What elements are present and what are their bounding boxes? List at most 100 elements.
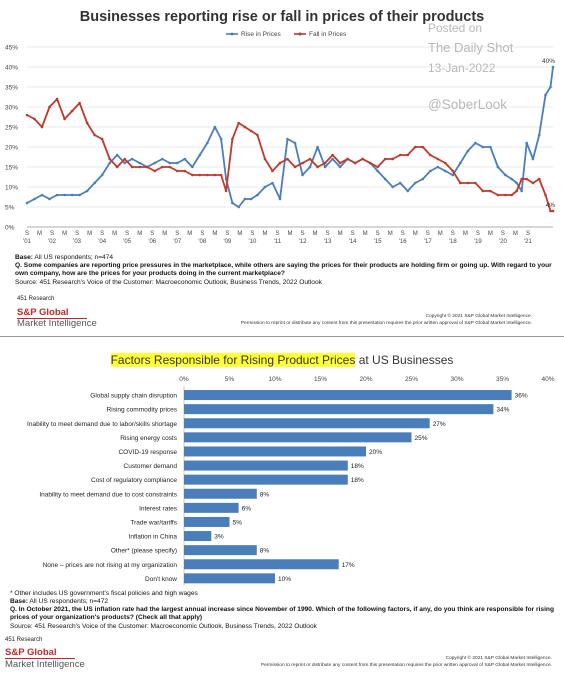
data-point bbox=[224, 189, 228, 193]
data-point bbox=[175, 169, 179, 173]
data-point bbox=[406, 189, 410, 193]
bottom-question-note: Q. In October 2021, the US inflation rat… bbox=[10, 606, 555, 622]
bar bbox=[184, 545, 257, 556]
data-point bbox=[115, 165, 119, 169]
data-point bbox=[391, 185, 394, 189]
category-label: Customer demand bbox=[124, 463, 178, 470]
x-tick-season: S bbox=[451, 231, 455, 237]
x-tick-year: '07 bbox=[173, 239, 181, 245]
data-point bbox=[443, 169, 447, 173]
bottom-brand-market-intelligence: Market Intelligence bbox=[5, 659, 85, 670]
x-tick-season: S bbox=[100, 231, 104, 237]
watermark-handle: @SoberLook bbox=[428, 97, 508, 113]
category-label: Inability to meet demand due to labor/sk… bbox=[27, 421, 177, 428]
data-point bbox=[361, 157, 364, 161]
data-point bbox=[206, 141, 209, 145]
x-tick-year: '01 bbox=[23, 239, 31, 245]
watermark-site: The Daily Shot bbox=[428, 40, 514, 56]
data-point bbox=[213, 125, 217, 129]
top-copyright-line2: Permission to reprint or distribute any … bbox=[240, 321, 532, 327]
line-chart: 0% 5% 10% 15% 20% 25% 30% 35% 40% 45% S '01 M S '02 M S '… bbox=[5, 31, 555, 245]
x-tick-season: S bbox=[376, 231, 380, 237]
x-tick-season: S bbox=[150, 231, 154, 237]
data-point bbox=[510, 193, 513, 197]
bar-value-label: 10% bbox=[278, 576, 291, 583]
data-point bbox=[383, 177, 387, 181]
data-point bbox=[206, 173, 209, 177]
data-point bbox=[293, 141, 297, 145]
y-tick-label: 0% bbox=[5, 225, 15, 232]
category-label: Global supply chain disruption bbox=[90, 393, 177, 400]
bar bbox=[184, 446, 366, 457]
y-tick-label: 40% bbox=[5, 65, 18, 72]
data-point bbox=[168, 165, 172, 169]
category-label: None – prices are not rising at my organ… bbox=[43, 562, 178, 569]
bar bbox=[184, 474, 348, 485]
data-point bbox=[243, 197, 247, 201]
data-point bbox=[504, 193, 507, 197]
data-point bbox=[40, 125, 44, 129]
data-point bbox=[466, 181, 470, 185]
bar-chart-title: Factors Responsible for Rising Product P… bbox=[0, 353, 564, 367]
x-tick-year: '03 bbox=[73, 239, 81, 245]
data-point bbox=[510, 177, 513, 181]
x-tick-season: S bbox=[50, 231, 54, 237]
watermark: Posted on The Daily Shot 13-Jan-2022 @So… bbox=[428, 19, 513, 116]
data-point bbox=[33, 197, 36, 201]
data-point bbox=[198, 153, 202, 157]
data-point bbox=[544, 93, 547, 97]
data-point bbox=[115, 153, 119, 157]
data-point bbox=[168, 161, 172, 165]
data-point bbox=[256, 193, 259, 197]
data-point bbox=[231, 137, 234, 141]
data-point bbox=[406, 153, 410, 157]
category-label: COVID-19 response bbox=[118, 449, 177, 456]
data-point bbox=[160, 165, 164, 169]
x-tick-month: M bbox=[313, 231, 318, 237]
data-point bbox=[198, 173, 202, 177]
x-tick-label: 25% bbox=[405, 376, 418, 383]
x-tick-season: S bbox=[301, 231, 305, 237]
bottom-question-label: Q. bbox=[10, 606, 17, 613]
x-tick-season: S bbox=[25, 231, 29, 237]
data-point bbox=[33, 117, 36, 121]
bottom-brand-sp-global: S&P Global bbox=[5, 647, 57, 658]
data-point bbox=[537, 133, 541, 137]
x-tick-month: M bbox=[237, 231, 242, 237]
data-point bbox=[153, 169, 157, 173]
x-tick-year: '12 bbox=[299, 239, 307, 245]
x-tick-year: '02 bbox=[48, 239, 56, 245]
data-point bbox=[286, 157, 289, 161]
bar-chart-title-highlight: Factors Responsible for Rising Product P… bbox=[110, 353, 356, 367]
bar-value-label: 6% bbox=[242, 505, 252, 512]
category-label: Interest rates bbox=[139, 505, 178, 512]
data-point bbox=[520, 189, 523, 193]
x-tick-year: '14 bbox=[349, 239, 357, 245]
data-point bbox=[316, 165, 319, 169]
bottom-copyright-line2: Permission to reprint or distribute any … bbox=[260, 663, 552, 669]
data-point bbox=[123, 157, 126, 161]
data-point bbox=[421, 145, 425, 149]
x-tick-year: '08 bbox=[198, 239, 206, 245]
bar-value-label: 5% bbox=[233, 519, 243, 526]
bar-chart: 0% 5% 10% 15% 20% 25% 30% 35% 40% Global supply c… bbox=[27, 376, 555, 586]
x-tick-month: M bbox=[187, 231, 192, 237]
data-point bbox=[138, 165, 142, 169]
bottom-copyright-line1: Copyright © 2021 S&P Global Market Intel… bbox=[445, 656, 552, 661]
data-point bbox=[549, 209, 552, 213]
data-point bbox=[323, 161, 327, 165]
data-point bbox=[78, 193, 81, 197]
bar bbox=[184, 502, 239, 513]
watermark-date: 13-Jan-2022 bbox=[428, 60, 496, 75]
x-tick-month: M bbox=[463, 231, 468, 237]
data-point bbox=[263, 157, 267, 161]
category-label: Rising commodity prices bbox=[107, 407, 178, 414]
data-point bbox=[108, 161, 111, 165]
data-point bbox=[286, 137, 289, 141]
y-tick-label: 25% bbox=[5, 125, 18, 132]
data-point bbox=[308, 157, 312, 161]
data-point bbox=[63, 117, 66, 121]
data-point bbox=[85, 121, 89, 125]
bottom-brand-underline bbox=[5, 658, 75, 659]
data-point bbox=[537, 177, 541, 181]
